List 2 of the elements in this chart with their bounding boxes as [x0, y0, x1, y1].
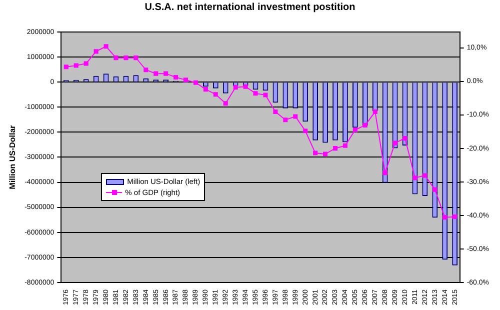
chart-title: U.S.A. net international investment postition: [144, 2, 356, 13]
y-axis-title: Million US-Dollar: [8, 125, 18, 190]
